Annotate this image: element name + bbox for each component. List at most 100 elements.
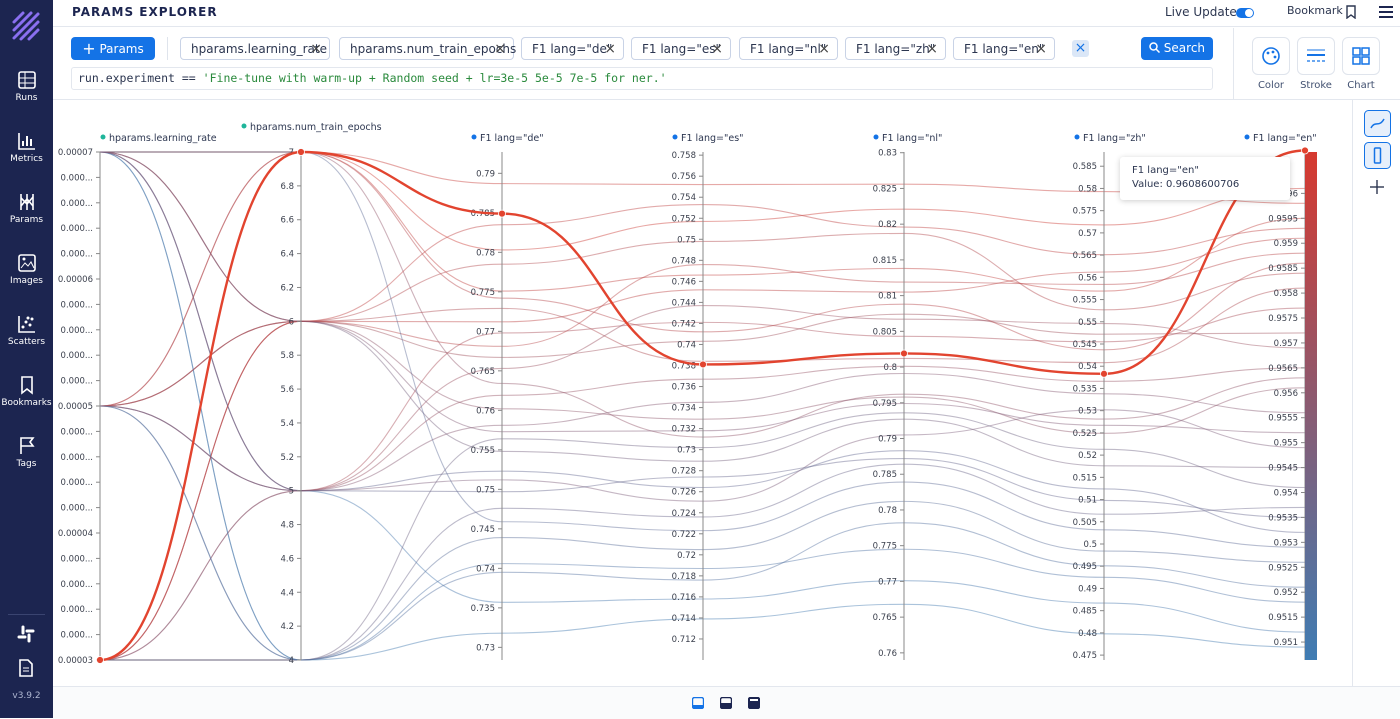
nav-metrics[interactable]: Metrics	[0, 131, 53, 164]
chip[interactable]: F1 lang="nl" ×	[739, 37, 838, 60]
chip[interactable]: hparams.num_train_epochs ×	[339, 37, 516, 60]
tooltip-label: Value:	[1132, 179, 1163, 190]
tick-label: 0.00007	[58, 148, 93, 158]
tick-label: 0.505	[1073, 518, 1097, 528]
run-line	[99, 405, 1306, 661]
tick-label: 0.716	[672, 593, 696, 603]
tick-label: 0.714	[672, 614, 696, 624]
bottom-bar	[53, 686, 1400, 719]
tick-label: 0.724	[672, 509, 696, 519]
layout-button[interactable]	[692, 697, 704, 709]
icon	[1307, 49, 1325, 62]
icon	[19, 437, 35, 454]
tick-label: 0.77	[476, 327, 495, 337]
tick-label: 0.565	[1073, 251, 1097, 261]
tick-label: 0.736	[672, 383, 696, 393]
run-line	[99, 151, 1306, 358]
tick-label: 0.000...	[61, 478, 93, 488]
tick-label: 0.00006	[58, 275, 93, 285]
tick-label: 0.000...	[61, 453, 93, 463]
chip[interactable]: F1 lang="en" ×	[953, 37, 1055, 60]
icon	[1262, 47, 1280, 65]
icon	[20, 376, 33, 395]
add-params-button[interactable]: + Params	[71, 37, 155, 60]
tick-label: 0.51	[1078, 496, 1097, 506]
axis-label: hparams.num_train_epochs	[250, 122, 382, 133]
chip-label: F1 lang="nl"	[750, 42, 827, 56]
color-control[interactable]	[1252, 37, 1290, 75]
tick-label: 0.755	[471, 446, 495, 456]
nav-scatters[interactable]: Scatters	[0, 314, 53, 347]
move-icon[interactable]	[1370, 180, 1384, 194]
tick-label: 0.00004	[58, 529, 93, 539]
chip[interactable]: F1 lang="zh" ×	[845, 37, 946, 60]
tick-label: 0.959	[1274, 239, 1298, 249]
tick-label: 0.953	[1274, 538, 1298, 548]
live-update-toggle[interactable]	[1236, 8, 1254, 18]
query-operator: ==	[181, 71, 196, 85]
highlighted-point	[1100, 369, 1108, 378]
tick-label: 0.765	[471, 367, 495, 377]
stroke-control[interactable]	[1297, 37, 1335, 75]
version: v3.9.2	[12, 691, 41, 701]
divider	[167, 37, 168, 60]
docs-icon[interactable]	[16, 658, 36, 678]
query-value: 'Fine-tune with warm-up + Random seed + …	[202, 71, 667, 85]
tick-label: 6.4	[280, 250, 294, 260]
icon	[17, 316, 35, 333]
tick-label: 0.825	[873, 184, 897, 194]
tick-label: 0.73	[476, 643, 495, 653]
axis-label: F1 lang="es"	[681, 133, 744, 144]
query-editor[interactable]: run.experiment == 'Fine-tune with warm-u…	[71, 67, 1213, 90]
tick-label: 0.56	[1078, 273, 1097, 283]
layout-button[interactable]	[748, 697, 760, 709]
layout-button[interactable]	[720, 697, 732, 709]
axis-dot	[241, 123, 247, 129]
axis-dot	[1074, 134, 1080, 140]
nav-label: Params	[9, 215, 44, 225]
chip[interactable]: F1 lang="es" ×	[631, 37, 731, 60]
clear-all-button[interactable]: ×	[1072, 40, 1089, 57]
control-label: Stroke	[1300, 80, 1332, 91]
tick-label: 0.745	[471, 525, 495, 535]
run-line	[99, 151, 1306, 633]
axis-dot	[100, 134, 106, 140]
icon	[17, 71, 36, 89]
nav-params[interactable]: Params	[0, 192, 53, 225]
tick-label: 0.735	[471, 604, 495, 614]
run-line	[99, 151, 1306, 492]
nav-tags[interactable]: Tags	[0, 436, 53, 469]
tick-label: 0.49	[1078, 584, 1097, 594]
tick-label: 0.722	[672, 530, 696, 540]
tick-label: 0.000...	[61, 580, 93, 590]
chip-label: F1 lang="en"	[964, 42, 1045, 56]
chip[interactable]: hparams.learning_rate ×	[180, 37, 330, 60]
colorbar-toggle[interactable]	[1364, 142, 1391, 169]
highlighted-point	[1301, 146, 1309, 155]
tick-label: 0.54	[1078, 362, 1097, 372]
tick-label: 0.958	[1274, 289, 1298, 299]
nav-images[interactable]: Images	[0, 253, 53, 286]
nav-runs[interactable]: Runs	[0, 70, 53, 103]
bookmark-button[interactable]: Bookmark	[1287, 4, 1343, 17]
tick-label: 4.6	[280, 554, 294, 564]
chip[interactable]: F1 lang="de" ×	[521, 37, 624, 60]
search-button[interactable]: Search	[1141, 37, 1213, 60]
button-label: Params	[99, 42, 144, 56]
chip-label: F1 lang="es"	[642, 42, 721, 56]
menu-icon[interactable]	[1379, 6, 1393, 18]
slack-icon[interactable]	[16, 624, 36, 644]
run-line	[99, 151, 1306, 438]
axis-dot	[873, 134, 879, 140]
divider	[53, 99, 1400, 100]
tick-label: 0.515	[1073, 473, 1097, 483]
curve-toggle[interactable]	[1364, 110, 1391, 137]
nav-label: Runs	[15, 93, 38, 103]
highlighted-point	[498, 209, 506, 218]
bookmark-icon[interactable]	[1345, 5, 1357, 19]
nav-bookmarks[interactable]: Bookmarks	[0, 375, 53, 408]
tick-label: 5.6	[280, 385, 294, 395]
tick-label: 0.726	[672, 488, 696, 498]
chart-control[interactable]	[1342, 37, 1380, 75]
tick-label: 0.83	[878, 149, 897, 159]
